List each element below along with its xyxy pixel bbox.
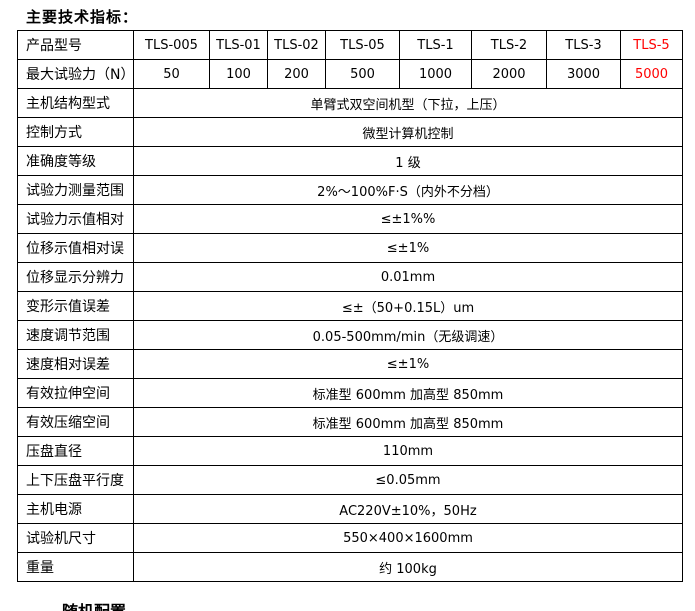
table-row-platen-diameter: 压盘直径 110mm (17, 436, 683, 466)
bottom-partial-heading: 随机配置 (62, 603, 262, 611)
table-row-accuracy-class: 准确度等级 1 级 (17, 146, 683, 176)
row-value: 微型计算机控制 (133, 117, 683, 147)
row-value: 0.01mm (133, 262, 683, 292)
row-label: 位移示值相对误 (17, 233, 134, 263)
row-value: 约 100kg (133, 552, 683, 582)
table-row-control-mode: 控制方式 微型计算机控制 (17, 117, 683, 147)
row-value: 1 级 (133, 146, 683, 176)
row-label: 试验力测量范围 (17, 175, 134, 205)
row-label-max-force: 最大试验力（N） (17, 59, 134, 89)
row-value: 550×400×1600mm (133, 523, 683, 553)
row-label: 位移显示分辨力 (17, 262, 134, 292)
row-label: 主机结构型式 (17, 88, 134, 118)
row-value: AC220V±10%，50Hz (133, 494, 683, 524)
row-label: 有效拉伸空间 (17, 378, 134, 408)
model-cell: TLS-005 (133, 30, 210, 60)
table-row-machine-size: 试验机尺寸 550×400×1600mm (17, 523, 683, 553)
row-value: 标准型 600mm 加高型 850mm (133, 378, 683, 408)
table-row-tensile-space: 有效拉伸空间 标准型 600mm 加高型 850mm (17, 378, 683, 408)
model-cell: TLS-01 (209, 30, 268, 60)
table-row-structure: 主机结构型式 单臂式双空间机型（下拉，上压） (17, 88, 683, 118)
model-cell: TLS-05 (325, 30, 400, 60)
row-value: 110mm (133, 436, 683, 466)
row-value: 0.05-500mm/min（无级调速） (133, 320, 683, 350)
force-cell: 2000 (471, 59, 547, 89)
row-value: ≤±1% (133, 349, 683, 379)
row-value: 单臂式双空间机型（下拉，上压） (133, 88, 683, 118)
model-cell: TLS-1 (399, 30, 472, 60)
table-row-speed-range: 速度调节范围 0.05-500mm/min（无级调速） (17, 320, 683, 350)
table-row-displacement-error: 位移示值相对误 ≤±1% (17, 233, 683, 263)
model-cell: TLS-3 (546, 30, 621, 60)
row-value: 2%～100%F·S（内外不分档） (133, 175, 683, 205)
force-cell: 3000 (546, 59, 621, 89)
force-cell: 50 (133, 59, 210, 89)
table-row-weight: 重量 约 100kg (17, 552, 683, 582)
row-value: ≤±（50+0.15L）um (133, 291, 683, 321)
row-label: 控制方式 (17, 117, 134, 147)
force-cell: 100 (209, 59, 268, 89)
row-label-product-model: 产品型号 (17, 30, 134, 60)
table-row-product-model: 产品型号 TLS-005 TLS-01 TLS-02 TLS-05 TLS-1 … (17, 30, 683, 60)
table-row-displacement-resolution: 位移显示分辨力 0.01mm (17, 262, 683, 292)
table-row-compression-space: 有效压缩空间 标准型 600mm 加高型 850mm (17, 407, 683, 437)
table-row-speed-error: 速度相对误差 ≤±1% (17, 349, 683, 379)
row-label: 主机电源 (17, 494, 134, 524)
row-label: 试验力示值相对 (17, 204, 134, 234)
force-cell: 200 (267, 59, 326, 89)
model-cell: TLS-2 (471, 30, 547, 60)
row-value: ≤±1% (133, 233, 683, 263)
row-label: 速度相对误差 (17, 349, 134, 379)
model-cell: TLS-02 (267, 30, 326, 60)
row-label: 重量 (17, 552, 134, 582)
row-label: 试验机尺寸 (17, 523, 134, 553)
row-label: 速度调节范围 (17, 320, 134, 350)
row-label: 准确度等级 (17, 146, 134, 176)
model-cell-highlighted: TLS-5 (620, 30, 683, 60)
row-label: 有效压缩空间 (17, 407, 134, 437)
spec-table: 产品型号 TLS-005 TLS-01 TLS-02 TLS-05 TLS-1 … (17, 30, 683, 582)
table-row-platen-parallelism: 上下压盘平行度 ≤0.05mm (17, 465, 683, 495)
table-row-deformation-error: 变形示值误差 ≤±（50+0.15L）um (17, 291, 683, 321)
row-value: 标准型 600mm 加高型 850mm (133, 407, 683, 437)
table-row-force-error: 试验力示值相对 ≤±1%% (17, 204, 683, 234)
row-label: 变形示值误差 (17, 291, 134, 321)
row-value: ≤0.05mm (133, 465, 683, 495)
page-title: 主要技术指标： (26, 8, 139, 26)
force-cell-highlighted: 5000 (620, 59, 683, 89)
force-cell: 1000 (399, 59, 472, 89)
row-value: ≤±1%% (133, 204, 683, 234)
table-row-max-force: 最大试验力（N） 50 100 200 500 1000 2000 3000 5… (17, 59, 683, 89)
force-cell: 500 (325, 59, 400, 89)
table-row-force-range: 试验力测量范围 2%～100%F·S（内外不分档） (17, 175, 683, 205)
row-label: 压盘直径 (17, 436, 134, 466)
table-row-power-supply: 主机电源 AC220V±10%，50Hz (17, 494, 683, 524)
row-label: 上下压盘平行度 (17, 465, 134, 495)
